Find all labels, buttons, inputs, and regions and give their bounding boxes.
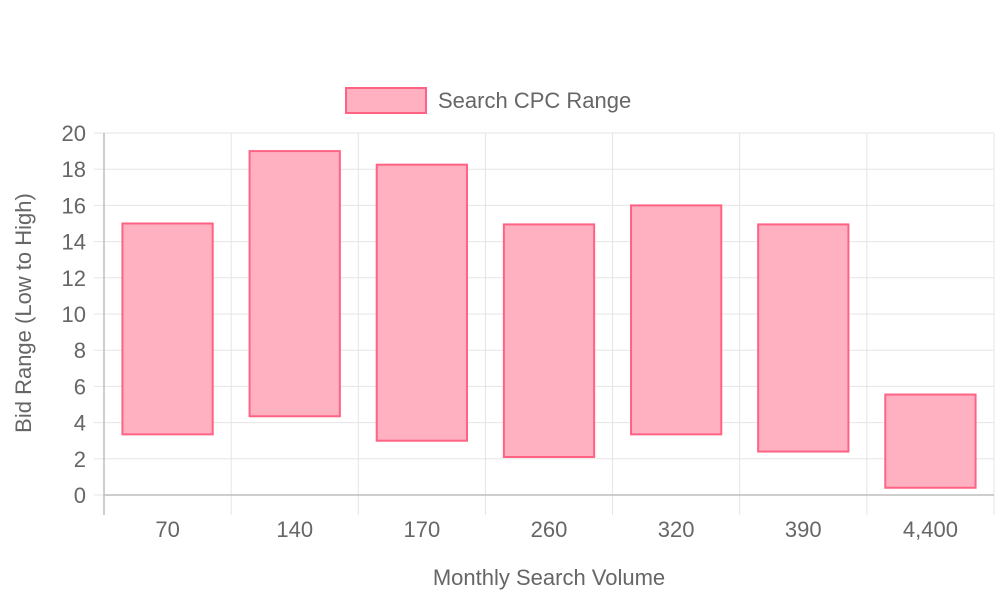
axes (103, 133, 994, 515)
x-tick-label: 70 (155, 517, 179, 542)
range-bar[interactable] (884, 393, 977, 489)
tick-labels: 0 2 4 6 8 10 12 14 16 18 20 70 140 170 260 320 390 4,400 (62, 121, 958, 542)
y-tick-label: 4 (74, 411, 86, 436)
y-axis-title: Bid Range (Low to High) (11, 193, 36, 433)
legend-label: Search CPC Range (438, 88, 631, 113)
x-tick-label: 260 (531, 517, 568, 542)
range-bar[interactable] (375, 163, 468, 442)
y-tick-label: 14 (62, 230, 86, 255)
x-tick-label: 4,400 (903, 517, 958, 542)
y-tick-label: 18 (62, 157, 86, 182)
y-tick-label: 10 (62, 302, 86, 327)
y-tick-label: 12 (62, 266, 86, 291)
bars (121, 150, 977, 489)
x-tick-label: 390 (785, 517, 822, 542)
x-tick-label: 140 (276, 517, 313, 542)
y-tick-label: 6 (74, 374, 86, 399)
range-bar[interactable] (121, 222, 214, 436)
y-tick-label: 8 (74, 338, 86, 363)
range-bar[interactable] (248, 150, 341, 418)
x-tick-label: 170 (403, 517, 440, 542)
legend-swatch (345, 87, 427, 114)
y-tick-label: 2 (74, 447, 86, 472)
x-tick-label: 320 (658, 517, 695, 542)
range-bar[interactable] (630, 204, 723, 436)
range-bar[interactable] (757, 223, 850, 453)
x-axis-title: Monthly Search Volume (433, 565, 665, 590)
y-tick-label: 20 (62, 121, 86, 146)
y-tick-label: 16 (62, 193, 86, 218)
legend[interactable]: Search CPC Range (345, 87, 631, 114)
y-tick-label: 0 (74, 483, 86, 508)
range-bar[interactable] (502, 223, 596, 458)
